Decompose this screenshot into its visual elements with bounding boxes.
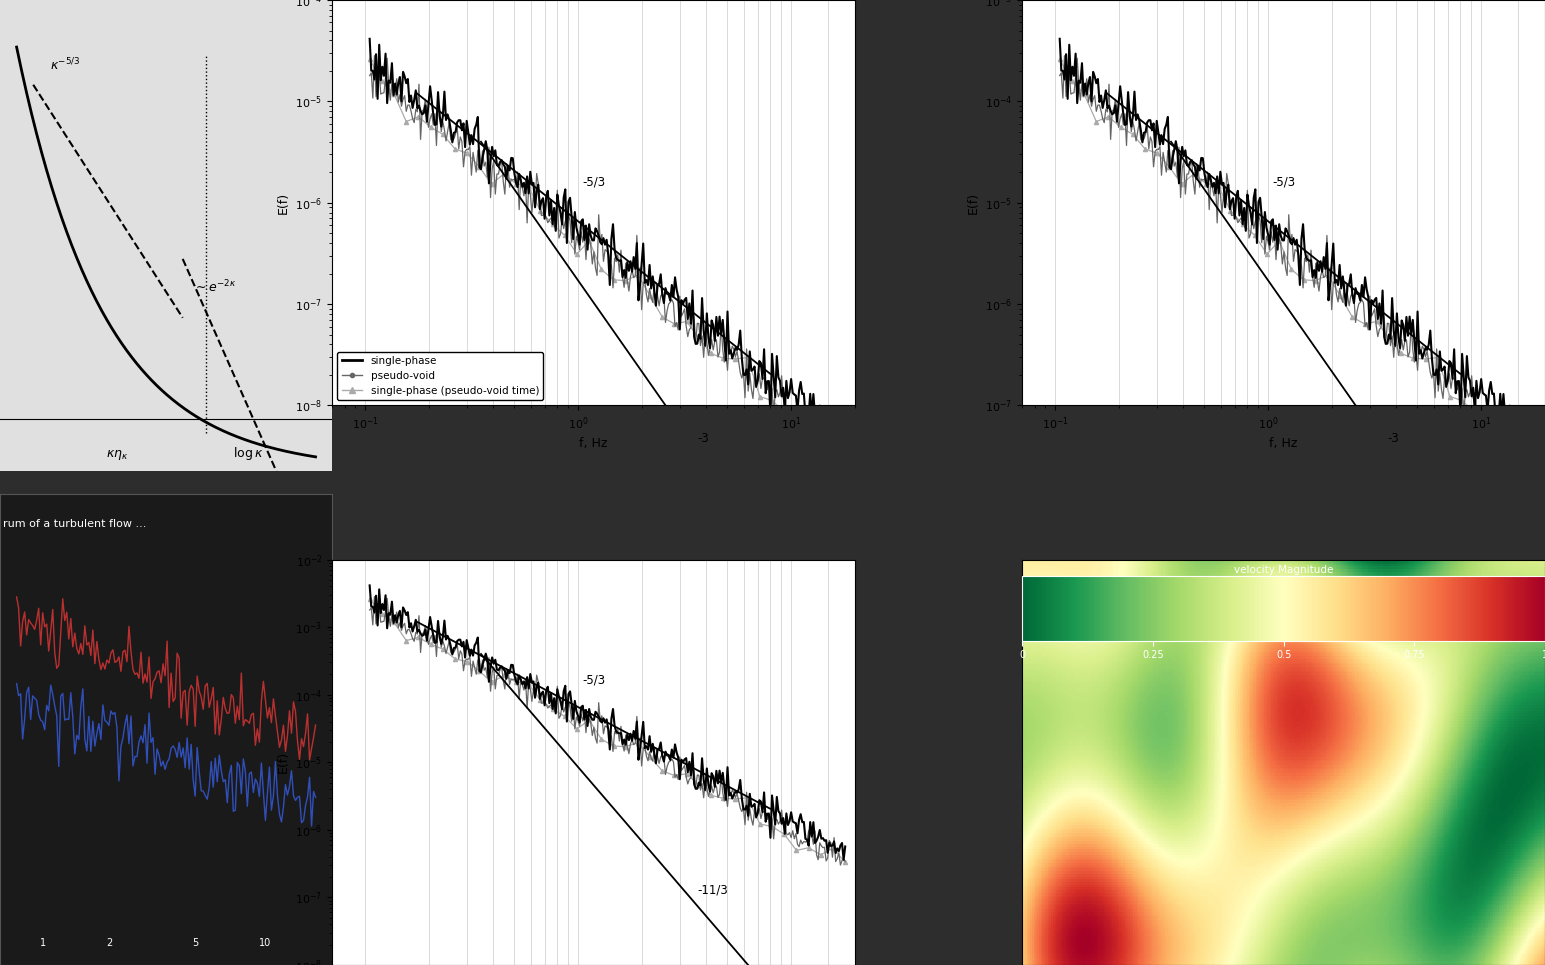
Text: $\kappa\eta_\kappa$: $\kappa\eta_\kappa$: [107, 448, 128, 461]
X-axis label: f, Hz: f, Hz: [1270, 437, 1298, 451]
Legend: single-phase, pseudo-void, single-phase (pseudo-void time): single-phase, pseudo-void, single-phase …: [337, 351, 544, 400]
Text: 2: 2: [107, 938, 113, 949]
Text: 5: 5: [193, 938, 199, 949]
Text: 1: 1: [40, 938, 46, 949]
Text: -5/3: -5/3: [582, 674, 606, 686]
Text: -3: -3: [698, 432, 709, 445]
Text: $\sim e^{-2\kappa}$: $\sim e^{-2\kappa}$: [193, 278, 236, 295]
Text: -3: -3: [1387, 432, 1400, 445]
Text: 10: 10: [260, 938, 272, 949]
Text: $\kappa^{-5/3}$: $\kappa^{-5/3}$: [49, 57, 80, 73]
X-axis label: f, Hz: f, Hz: [579, 437, 607, 451]
Y-axis label: E(f): E(f): [277, 192, 289, 214]
Text: rum of a turbulent flow ...: rum of a turbulent flow ...: [3, 519, 147, 529]
Y-axis label: E(f): E(f): [277, 751, 289, 773]
Text: 1.174014: 1.174014: [1491, 589, 1534, 598]
Y-axis label: E(f): E(f): [967, 192, 980, 214]
Text: $\log\kappa$: $\log\kappa$: [232, 445, 263, 461]
Text: -5/3: -5/3: [582, 176, 606, 189]
Text: -5/3: -5/3: [1272, 176, 1295, 189]
Text: -11/3: -11/3: [698, 884, 729, 896]
